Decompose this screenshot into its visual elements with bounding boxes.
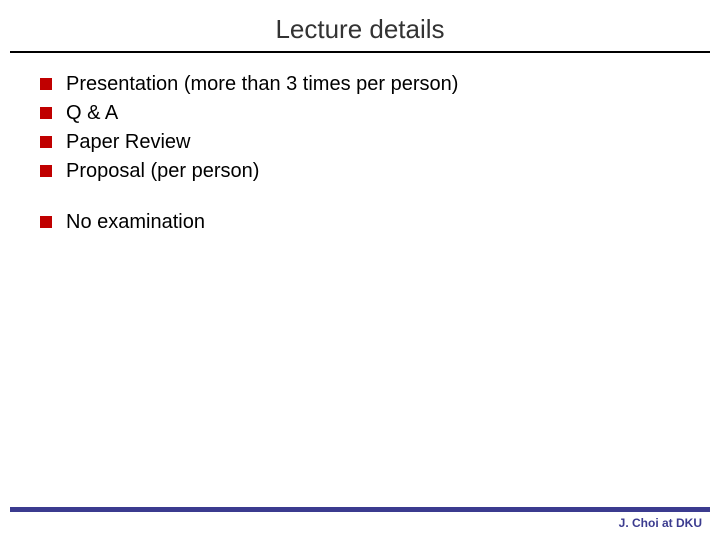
- list-item-text: Q & A: [66, 102, 118, 125]
- list-item: No examination: [40, 211, 680, 234]
- list-item-text: Paper Review: [66, 131, 191, 154]
- square-bullet-icon: [40, 78, 52, 90]
- list-item-text: No examination: [66, 211, 205, 234]
- title-area: Lecture details: [0, 0, 720, 53]
- footer-text: J. Choi at DKU: [619, 516, 702, 530]
- bullet-group: No examination: [40, 211, 680, 234]
- list-item: Proposal (per person): [40, 160, 680, 183]
- square-bullet-icon: [40, 136, 52, 148]
- slide: { "title": { "text": "Lecture details", …: [0, 0, 720, 540]
- square-bullet-icon: [40, 165, 52, 177]
- bullet-group: Presentation (more than 3 times per pers…: [40, 73, 680, 183]
- footer-rule: [10, 507, 710, 512]
- content-area: Presentation (more than 3 times per pers…: [0, 53, 720, 234]
- square-bullet-icon: [40, 216, 52, 228]
- slide-title: Lecture details: [275, 14, 444, 45]
- square-bullet-icon: [40, 107, 52, 119]
- list-item-text: Presentation (more than 3 times per pers…: [66, 73, 458, 96]
- list-item: Q & A: [40, 102, 680, 125]
- list-item: Paper Review: [40, 131, 680, 154]
- list-item: Presentation (more than 3 times per pers…: [40, 73, 680, 96]
- list-item-text: Proposal (per person): [66, 160, 259, 183]
